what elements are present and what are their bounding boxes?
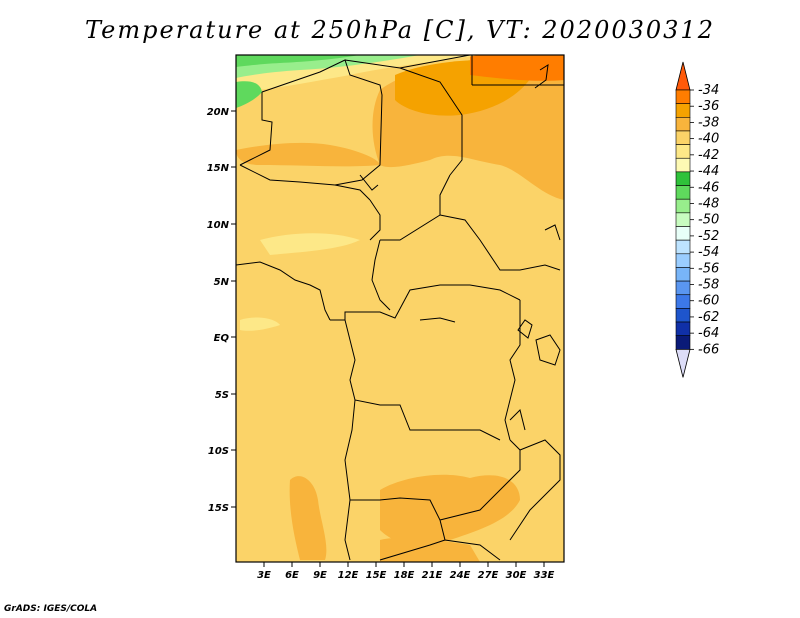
colorbar-swatch [675, 157, 691, 173]
colorbar-swatch [675, 267, 691, 282]
colorbar-label: -52 [698, 229, 719, 244]
colorbar-label: -46 [698, 180, 719, 195]
colorbar-swatch [675, 103, 691, 118]
lon-tick-label: 24E [450, 570, 471, 581]
lat-tick-label: 10N [207, 220, 230, 231]
lat-tick-label: 5N [214, 277, 230, 288]
lat-axis: 20N 15N 10N 5N EQ 5S 10S 15S [207, 107, 236, 514]
colorbar-swatch [675, 130, 691, 145]
colorbar-swatch [675, 89, 691, 104]
lon-tick-label: 21E [422, 570, 443, 581]
lon-tick-label: 9E [313, 570, 327, 581]
lon-tick-label: 15E [366, 570, 387, 581]
lat-tick-label: 15N [207, 163, 230, 174]
colorbar-swatch [675, 171, 691, 186]
colorbar-label: -54 [698, 245, 719, 260]
colorbar-swatch [675, 321, 691, 336]
colorbar-swatch [675, 117, 691, 132]
colorbar-swatch [675, 280, 691, 296]
colorbar-label: -40 [698, 132, 719, 147]
colorbar-label: -50 [698, 213, 719, 228]
colorbar-label: -56 [698, 261, 719, 276]
colorbar-label: -60 [698, 294, 719, 309]
warm-south-3 [289, 476, 327, 560]
colorbar-label: -48 [698, 196, 719, 211]
lon-tick-label: 6E [285, 570, 299, 581]
colder-band [236, 55, 360, 67]
colorbar-label: -62 [698, 310, 719, 325]
colorbar-swatch [675, 294, 691, 309]
colorbar-label: -44 [698, 164, 719, 179]
warm-south-2 [380, 537, 480, 562]
country-borders [236, 55, 564, 561]
lat-tick-label: 5S [215, 390, 229, 401]
cold-patch [236, 81, 262, 108]
colorbar-swatch [675, 308, 691, 323]
light-patch-1 [260, 233, 360, 255]
colorbar-label: -66 [698, 342, 719, 357]
colorbar-label: -34 [698, 83, 719, 98]
colorbar-label: -42 [698, 148, 719, 163]
colorbar-top-triangle [675, 61, 691, 91]
lon-axis: 3E 6E 9E 12E 15E 18E 21E 24E 27E 30E 33E [257, 562, 555, 581]
warm-band-west [236, 142, 380, 167]
lon-tick-label: 30E [506, 570, 527, 581]
lat-tick-label: EQ [214, 333, 230, 344]
colorbar-swatch [675, 185, 691, 200]
colorbar-swatch [675, 335, 691, 350]
lon-tick-label: 3E [257, 570, 271, 581]
grads-credit: GrADS: IGES/COLA [4, 604, 98, 614]
colorbar-label: -64 [698, 326, 719, 341]
colorbar: -34-36-38-40-42-44-46-48-50-52-54-56-58-… [675, 61, 719, 378]
colorbar-swatch [675, 198, 691, 214]
lat-tick-label: 20N [207, 107, 230, 118]
colorbar-label: -38 [698, 115, 719, 130]
light-patch-2 [240, 317, 280, 331]
map-frame [235, 54, 565, 563]
colorbar-label: -58 [698, 278, 719, 293]
lon-tick-label: 27E [478, 570, 499, 581]
colorbar-swatch [675, 144, 691, 159]
colorbar-swatch [675, 212, 691, 227]
warm-south-1 [380, 474, 520, 546]
lon-tick-label: 12E [338, 570, 359, 581]
lat-tick-label: 10S [208, 446, 229, 457]
lat-tick-label: 15S [208, 503, 229, 514]
map-title: Temperature at 250hPa [C], VT: 202003031… [85, 16, 715, 44]
warmest-core [470, 55, 564, 81]
colorbar-swatch [675, 239, 691, 255]
colorbar-bottom-triangle [675, 348, 691, 378]
colorbar-label: -36 [698, 99, 719, 114]
lon-tick-label: 33E [534, 570, 555, 581]
colorbar-swatch [675, 253, 691, 268]
colorbar-swatch [675, 226, 691, 241]
lon-tick-label: 18E [394, 570, 415, 581]
